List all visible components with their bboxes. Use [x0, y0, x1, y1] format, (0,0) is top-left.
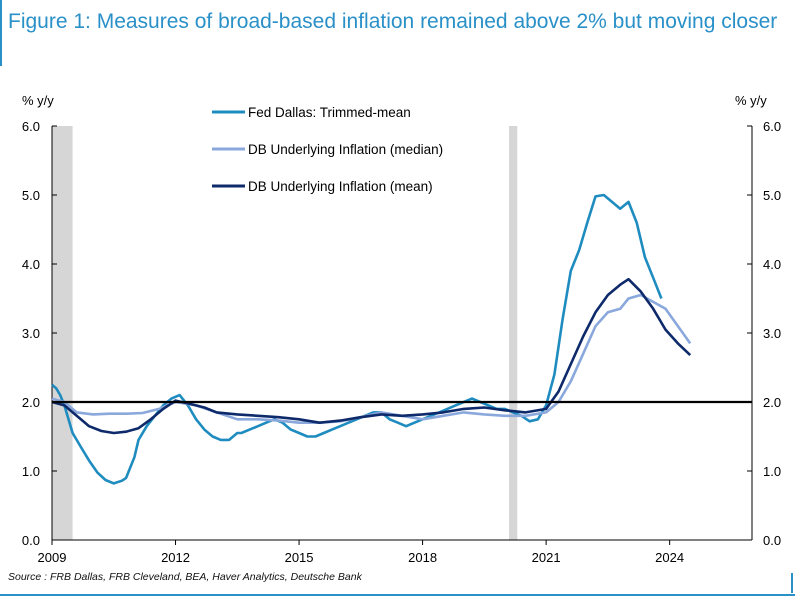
- left-y-tick-label: 3.0: [22, 326, 40, 341]
- recession-shading-layer: [52, 126, 518, 540]
- right-y-tick-label: 5.0: [763, 188, 781, 203]
- series-layer: [51, 193, 752, 485]
- recession-band: [509, 126, 518, 540]
- legend-label-0: Fed Dallas: Trimmed-mean: [248, 105, 411, 120]
- left-y-tick-label: 4.0: [22, 257, 40, 272]
- x-tick-label: 2018: [408, 550, 437, 565]
- left-y-tick-label: 6.0: [22, 119, 40, 134]
- x-tick-label: 2015: [285, 550, 314, 565]
- series-line-2: [51, 277, 692, 435]
- right-y-tick-label: 3.0: [763, 326, 781, 341]
- x-tick-label: 2021: [532, 550, 561, 565]
- x-tick-label: 2024: [655, 550, 684, 565]
- left-y-tick-label: 5.0: [22, 188, 40, 203]
- inflation-line-chart: % y/y % y/y 0.0 0.0 1.0 1.0 2.0 2.0 3.0 3.0 4.0 4.0…: [22, 93, 781, 565]
- axes-layer: % y/y % y/y 0.0 0.0 1.0 1.0 2.0 2.0 3.0 3.0 4.0 4.0…: [22, 93, 781, 565]
- x-tick-label: 2009: [38, 550, 67, 565]
- right-y-tick-label: 0.0: [763, 533, 781, 548]
- right-y-tick-label: 2.0: [763, 395, 781, 410]
- right-y-tick-label: 1.0: [763, 464, 781, 479]
- source-note: Source : FRB Dallas, FRB Cleveland, BEA,…: [8, 571, 362, 583]
- right-y-tick-label: 6.0: [763, 119, 781, 134]
- left-y-tick-label: 1.0: [22, 464, 40, 479]
- series-line-0: [51, 193, 663, 485]
- left-axis-unit: % y/y: [22, 93, 54, 108]
- left-y-tick-label: 2.0: [22, 395, 40, 410]
- figure-frame-accent: [0, 0, 2, 66]
- x-tick-label: 2012: [161, 550, 190, 565]
- right-axis-unit: % y/y: [735, 93, 767, 108]
- left-y-tick-label: 0.0: [22, 533, 40, 548]
- figure-frame-bottom-rule: [0, 594, 795, 596]
- legend: Fed Dallas: Trimmed-mean DB Underlying In…: [212, 105, 443, 194]
- right-y-tick-label: 4.0: [763, 257, 781, 272]
- legend-label-2: DB Underlying Inflation (mean): [248, 179, 433, 194]
- recession-band: [52, 126, 73, 540]
- figure-frame-accent-bottom: [791, 573, 793, 593]
- figure-title: Figure 1: Measures of broad-based inflat…: [8, 10, 778, 33]
- legend-label-1: DB Underlying Inflation (median): [248, 142, 443, 157]
